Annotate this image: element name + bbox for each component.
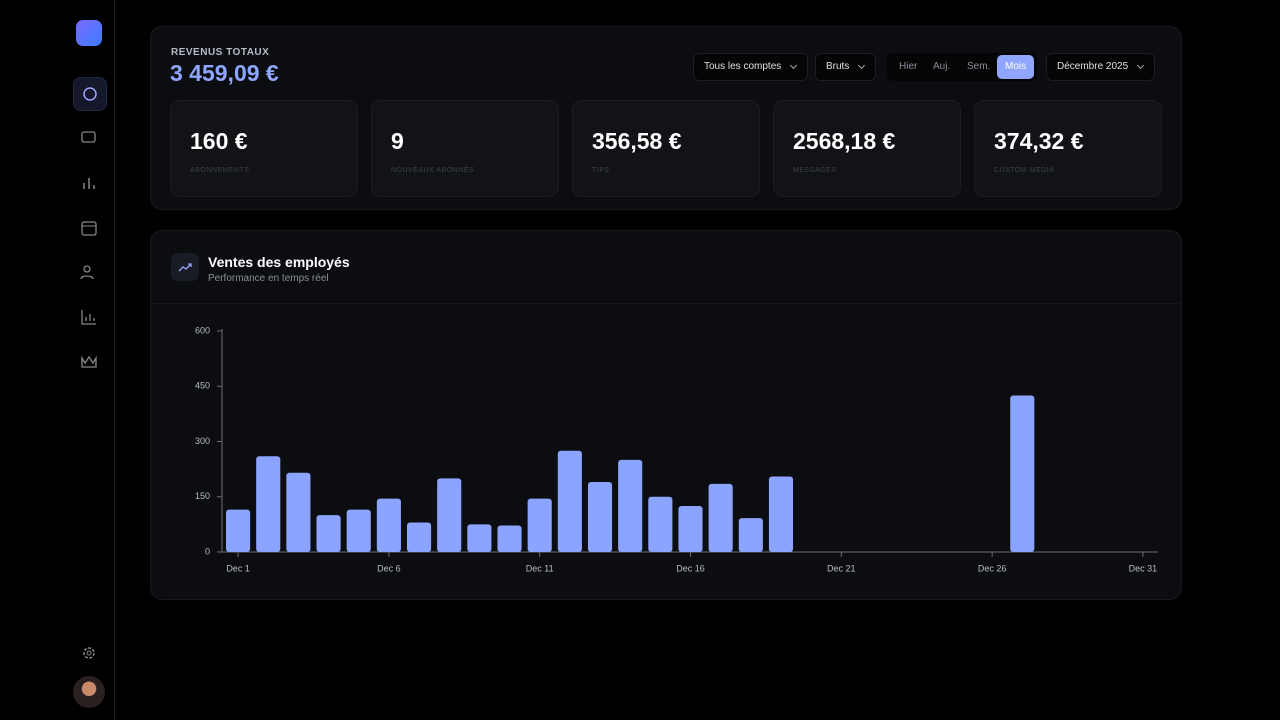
period-option[interactable]: Mois <box>997 55 1035 79</box>
x-tick-label: Dec 26 <box>978 563 1007 573</box>
icon <box>80 265 94 280</box>
nav-users[interactable] <box>79 262 99 282</box>
revenue-card: REVENUS TOTAUX 3 459,09 € Tous les compt… <box>150 26 1182 210</box>
nav-calendar[interactable] <box>79 218 99 238</box>
stat-card: 9 NOUVEAUX ABONNÉS <box>371 100 559 197</box>
nav-reports[interactable] <box>79 307 99 327</box>
trend-icon <box>171 253 199 281</box>
bar <box>376 498 401 552</box>
bar <box>678 505 703 552</box>
bar <box>708 483 733 552</box>
stat-label: NOUVEAUX ABONNÉS <box>391 167 475 174</box>
period-option[interactable]: Hier <box>899 61 918 72</box>
stat-card: 2568,18 € MESSAGES <box>773 100 961 197</box>
icon <box>81 310 96 325</box>
icon <box>178 263 192 272</box>
x-tick-label: Dec 16 <box>676 563 705 573</box>
month-select[interactable]: Décembre 2025 <box>1046 53 1156 81</box>
nav-settings[interactable] <box>79 643 99 663</box>
bar <box>346 509 371 552</box>
period-option[interactable]: Sem. <box>967 61 991 72</box>
revenue-title: REVENUS TOTAUX <box>171 47 270 58</box>
bar <box>286 472 311 552</box>
bar <box>557 450 582 552</box>
stat-label: TIPS <box>592 167 610 174</box>
nav-stats[interactable] <box>79 173 99 193</box>
x-tick-label: Dec 11 <box>526 563 554 573</box>
icon <box>83 647 95 659</box>
bar <box>527 498 552 552</box>
x-tick-label: Dec 31 <box>1129 563 1158 573</box>
stat-value: 9 <box>391 128 404 154</box>
bar <box>587 482 613 552</box>
sidebar <box>0 0 115 720</box>
logo[interactable] <box>76 20 102 46</box>
bar <box>406 522 432 552</box>
x-tick-label: Dec 6 <box>377 563 401 573</box>
icon <box>83 178 95 189</box>
bar <box>226 509 251 552</box>
y-tick-label: 0 <box>205 546 210 556</box>
accounts-select[interactable]: Tous les comptes <box>693 53 809 81</box>
section-subtitle: Performance en temps réel <box>208 273 329 284</box>
stat-card: 374,32 € CUSTOM MEDIA <box>974 100 1162 197</box>
bar <box>497 525 522 552</box>
stat-card: 356,58 € TIPS <box>572 100 760 197</box>
nav-crown[interactable] <box>79 352 99 372</box>
y-tick-label: 150 <box>195 491 210 501</box>
y-tick-label: 450 <box>195 381 210 391</box>
y-tick-label: 300 <box>195 436 210 446</box>
period-option[interactable]: Auj. <box>933 61 951 72</box>
stat-value: 374,32 € <box>994 128 1084 154</box>
divider <box>151 303 1181 304</box>
bar <box>256 456 281 552</box>
nav-chat[interactable] <box>73 77 107 111</box>
icon <box>83 87 97 101</box>
period-toggle: Hier Auj. Sem. Mois <box>887 53 1037 81</box>
stat-label: ABONNEMENTS <box>190 167 250 174</box>
bar <box>437 478 462 552</box>
bar <box>467 524 492 552</box>
x-tick-label: Dec 21 <box>827 563 856 573</box>
bar <box>768 476 794 552</box>
nav-messages[interactable] <box>79 128 99 148</box>
stat-value: 356,58 € <box>592 128 682 154</box>
bar-chart: 0 150 300 450 600 Dec 1 Dec 6 Dec 11 Dec 16 Dec 2… <box>195 325 1158 573</box>
bar <box>1010 395 1035 552</box>
bar <box>738 518 763 552</box>
stat-value: 2568,18 € <box>793 128 896 154</box>
bar <box>618 459 643 552</box>
stat-label: MESSAGES <box>793 167 837 174</box>
sales-card: Ventes des employés Performance en temps… <box>150 230 1182 600</box>
mode-select[interactable]: Bruts <box>815 53 877 81</box>
section-title: Ventes des employés <box>208 254 350 270</box>
icon <box>81 355 97 368</box>
stat-label: CUSTOM MEDIA <box>994 167 1055 174</box>
icon <box>81 221 97 236</box>
revenue-amount: 3 459,09 € <box>170 60 279 86</box>
stat-value: 160 € <box>190 128 248 154</box>
x-tick-label: Dec 1 <box>226 563 250 573</box>
bar <box>316 515 341 552</box>
y-tick-label: 600 <box>195 325 210 335</box>
bar <box>648 496 673 552</box>
stat-card: 160 € ABONNEMENTS <box>170 100 358 197</box>
icon <box>81 131 96 143</box>
avatar[interactable] <box>73 676 105 708</box>
